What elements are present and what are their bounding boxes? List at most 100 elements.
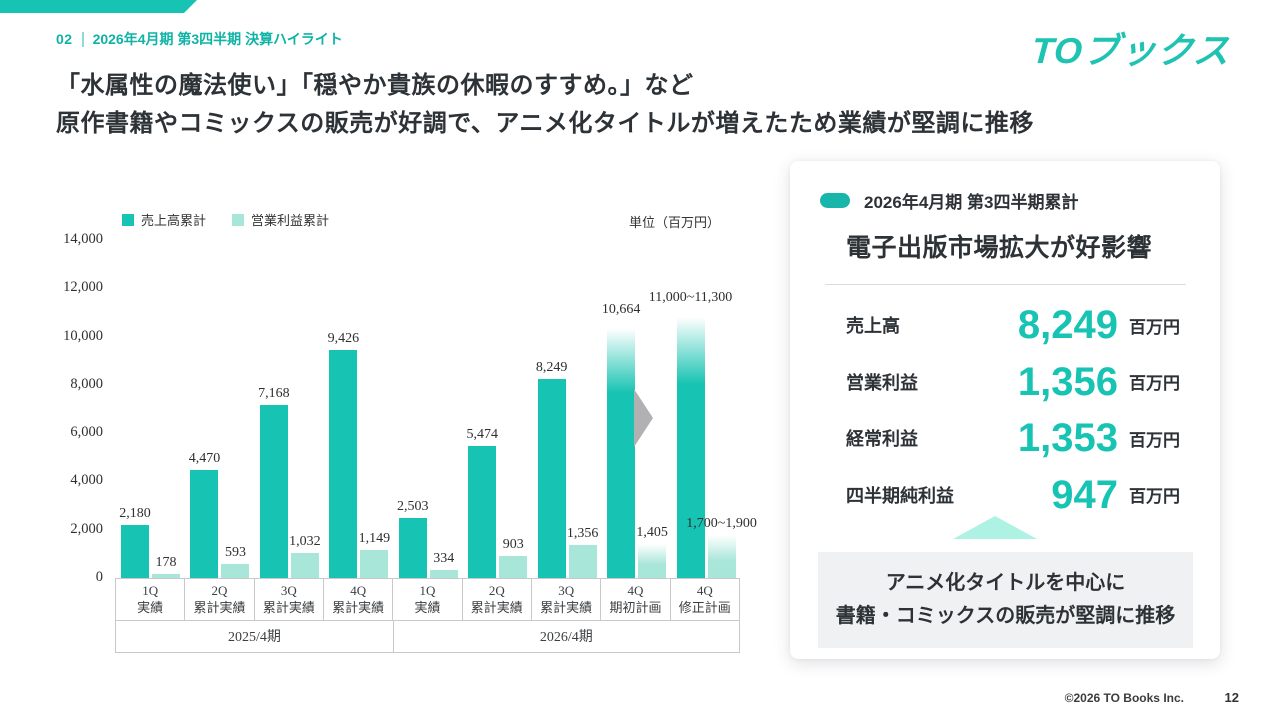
sales-bar-label: 11,000~11,300 <box>648 289 733 305</box>
sales-bar <box>676 308 705 578</box>
sales-bar-label: 2,180 <box>119 506 151 522</box>
sales-bar-label: 2,503 <box>397 498 429 514</box>
bar-group: 2,180 178 <box>115 240 184 578</box>
quarter-cell: 2Q 累計実績 <box>184 579 253 620</box>
metric-row-net-profit: 四半期純利益 947 百万円 <box>846 467 1180 524</box>
profit-bar-label: 334 <box>433 550 455 566</box>
x-axis-table: 1Q 実績 2Q 累計実績 3Q 累計実績 4Q 累計実績 1Q 実績 2Q 累計実績 3Q 累計実績 4Q… <box>115 578 740 653</box>
profit-bar-label: 1,405 <box>636 525 668 541</box>
sales-bar-label: 9,426 <box>327 331 360 347</box>
y-tick-label: 10,000 <box>63 327 103 344</box>
quarter-cell: 1Q 実績 <box>392 579 461 620</box>
kicker-divider <box>81 31 84 47</box>
copyright-text: ©2026 TO Books Inc. <box>1064 691 1184 705</box>
y-tick-label: 8,000 <box>70 375 103 392</box>
y-tick-label: 12,000 <box>63 279 103 296</box>
metric-value: 1,356 <box>1017 359 1118 404</box>
card-title: 電子出版市場拡大が好影響 <box>846 234 1153 262</box>
profit-bar <box>290 553 319 578</box>
sales-bar <box>259 404 288 578</box>
metric-label: 売上高 <box>846 316 900 337</box>
profit-bar-label: 593 <box>224 544 246 560</box>
quarter-cell: 3Q 累計実績 <box>253 579 323 620</box>
bar-group: 10,664 1,405 <box>601 240 670 578</box>
profit-bar <box>360 550 389 578</box>
sales-swatch-icon <box>122 213 134 226</box>
card-divider <box>825 284 1186 285</box>
metrics-list: 売上高 8,249 百万円 営業利益 1,356 百万円 経常利益 1,353 … <box>846 297 1180 523</box>
metric-value: 1,353 <box>1017 416 1118 461</box>
bar-group: 8,249 1,356 <box>532 240 601 578</box>
pill-bullet-icon <box>820 193 850 208</box>
metric-row-sales: 売上高 8,249 百万円 <box>846 297 1180 354</box>
profit-bar <box>221 563 250 578</box>
slide-headline: 「水属性の魔法使い」「穏やか貴族の休暇のすすめ。」など 原作書籍やコミックスの販… <box>56 67 1034 143</box>
sales-bar-label: 10,664 <box>601 301 641 317</box>
sales-bar <box>190 470 219 578</box>
metric-label: 営業利益 <box>846 372 918 393</box>
sales-bar <box>398 517 427 578</box>
metric-label: 四半期純利益 <box>846 485 954 506</box>
up-arrow-icon <box>953 516 1037 539</box>
profit-bar-label: 1,149 <box>358 531 391 547</box>
metric-row-operating-profit: 営業利益 1,356 百万円 <box>846 354 1180 411</box>
quarter-label-row: 1Q 実績 2Q 累計実績 3Q 累計実績 4Q 累計実績 1Q 実績 2Q 累計実績 3Q 累計実績 4Q… <box>115 578 740 621</box>
chart-unit-note: 単位（百万円） <box>628 215 720 230</box>
headline-line-2: 原作書籍やコミックスの販売が好調で、アニメ化タイトルが増えたため業績が堅調に推移 <box>56 110 1034 137</box>
quarter-cell: 1Q 実績 <box>115 579 184 620</box>
bar-group: 5,474 903 <box>462 240 531 578</box>
note-line-2: 書籍・コミックスの販売が堅調に推移 <box>835 605 1176 627</box>
metric-unit: 百万円 <box>1129 374 1180 394</box>
quarter-cell: 4Q 期初計画 <box>600 579 669 620</box>
metric-unit: 百万円 <box>1129 487 1180 507</box>
highlight-card: 2026年4月期 第3四半期累計 電子出版市場拡大が好影響 売上高 8,249 … <box>790 161 1220 659</box>
metric-unit: 百万円 <box>1129 430 1180 450</box>
profit-bar <box>568 545 597 578</box>
bar-group: 4,470 593 <box>184 240 253 578</box>
legend-profit-label: 営業利益累計 <box>251 213 330 228</box>
headline-line-1: 「水属性の魔法使い」「穏やか貴族の休暇のすすめ。」など <box>56 72 694 99</box>
plan-revision-arrow-icon <box>634 389 653 447</box>
chart-legend: 売上高累計 営業利益累計 <box>122 210 329 229</box>
quarter-cell: 2Q 累計実績 <box>461 579 531 620</box>
profit-bar-label: 1,032 <box>289 534 321 550</box>
sales-bar <box>607 320 636 578</box>
profit-bar-label: 903 <box>502 537 524 553</box>
card-header: 2026年4月期 第3四半期累計 <box>820 188 1220 213</box>
profit-bar-label: 1,356 <box>566 526 599 542</box>
note-line-1: アニメ化タイトルを中心に <box>885 572 1126 594</box>
sales-bar <box>537 378 566 578</box>
top-left-accent-banner <box>0 0 197 13</box>
quarter-cell: 4Q 累計実績 <box>322 579 392 620</box>
y-tick-label: 0 <box>95 569 103 585</box>
profit-bar <box>707 534 736 578</box>
legend-sales-label: 売上高累計 <box>141 213 207 228</box>
sales-bar <box>468 445 497 578</box>
sales-bar-label: 7,168 <box>258 385 290 401</box>
profit-swatch-icon <box>232 213 245 226</box>
profit-bar <box>638 544 667 578</box>
sales-bar <box>121 525 149 578</box>
section-kicker: 02 2026年4月期 第3四半期 決算ハイライト <box>56 29 343 49</box>
chart-plot: 2,180 178 4,470 593 7,168 1,032 9,426 1,149 2,50… <box>115 240 757 578</box>
sales-bar <box>329 350 358 578</box>
y-tick-label: 2,000 <box>70 520 103 537</box>
y-tick-label: 4,000 <box>70 472 103 489</box>
card-note-box: アニメ化タイトルを中心に 書籍・コミックスの販売が堅調に推移 <box>818 552 1193 648</box>
profit-bar-label: 1,700~1,900 <box>686 515 757 531</box>
profit-bar-label: 178 <box>155 554 177 570</box>
y-tick-label: 6,000 <box>70 424 103 441</box>
y-axis: 0 2,000 4,000 6,000 8,000 10,000 12,000 14,000 <box>40 0 103 600</box>
quarter-cell: 4Q 修正計画 <box>669 579 740 620</box>
legend-item-sales: 売上高累計 <box>122 210 206 229</box>
card-period-tag: 2026年4月期 第3四半期累計 <box>864 193 1079 212</box>
fiscal-year-cell: 2026/4期 <box>392 621 740 652</box>
metric-row-ordinary-profit: 経常利益 1,353 百万円 <box>846 410 1180 467</box>
bar-group: 7,168 1,032 <box>254 240 323 578</box>
sales-bar-label: 5,474 <box>466 426 498 442</box>
metric-value: 947 <box>1051 472 1118 517</box>
metric-unit: 百万円 <box>1129 317 1180 337</box>
profit-bar <box>429 569 458 578</box>
fiscal-year-cell: 2025/4期 <box>115 621 393 652</box>
bar-group: 9,426 1,149 <box>323 240 392 578</box>
